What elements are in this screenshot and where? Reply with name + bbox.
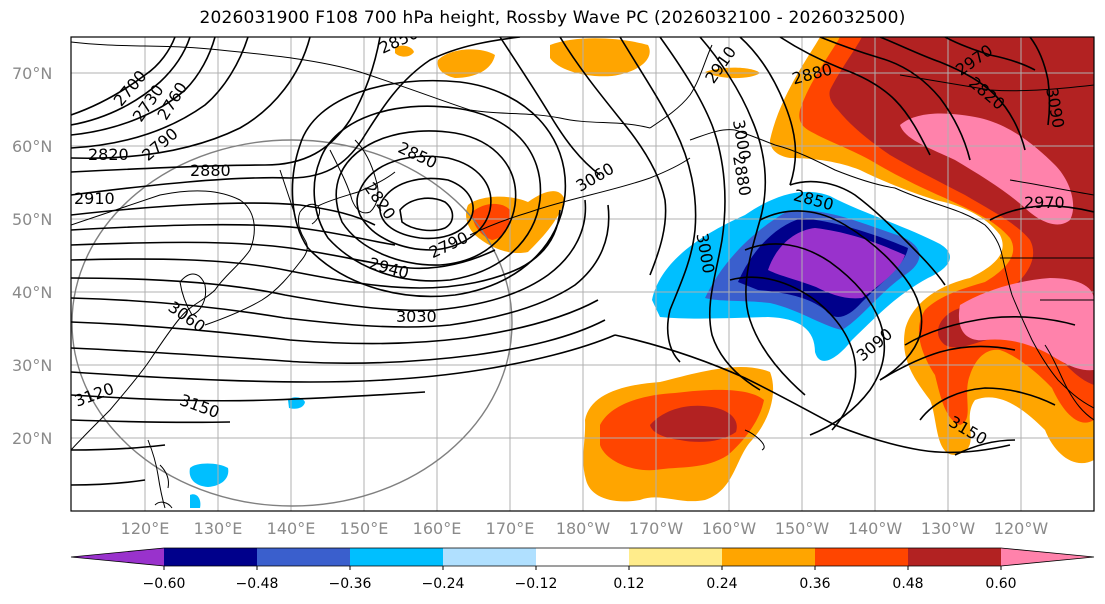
colorbar-tick-label: 0.60 bbox=[985, 576, 1016, 592]
map-frame bbox=[70, 36, 1095, 512]
lon-tick: 160°E bbox=[413, 519, 462, 538]
lat-tick: 50°N bbox=[12, 210, 52, 229]
contour-label: 2970 bbox=[1024, 193, 1065, 212]
contour-label: 3030 bbox=[396, 307, 437, 326]
lon-tick: 130°E bbox=[194, 519, 243, 538]
colorbar-segment bbox=[629, 548, 722, 566]
positive-anomaly-subtropical bbox=[583, 366, 774, 502]
region-circle bbox=[71, 139, 513, 507]
colorbar-segment bbox=[350, 548, 443, 566]
negative-patch bbox=[288, 397, 305, 409]
contour-label: 2880 bbox=[190, 161, 231, 180]
colorbar-segment bbox=[815, 548, 908, 566]
positive-patch-arctic bbox=[550, 38, 650, 77]
colorbar-segment bbox=[71, 548, 164, 566]
lon-tick: 140°W bbox=[848, 519, 903, 538]
colorbar-tick-label: −0.60 bbox=[143, 576, 186, 592]
colorbar-tick-label: −0.12 bbox=[515, 576, 558, 592]
lat-tick: 20°N bbox=[12, 429, 52, 448]
contour-label: 2820 bbox=[88, 145, 129, 164]
colorbar-tick-label: −0.48 bbox=[236, 576, 279, 592]
negative-patch bbox=[189, 463, 229, 487]
lon-tick: 170°W bbox=[629, 519, 684, 538]
latitude-ticks: 70°N 60°N 50°N 40°N 30°N 20°N bbox=[12, 64, 52, 448]
colorbar-segment bbox=[908, 548, 1001, 566]
colorbar-segment bbox=[164, 548, 257, 566]
height-contours bbox=[71, 37, 1094, 486]
longitude-ticks: 120°E 130°E 140°E 150°E 160°E 170°E 180°… bbox=[121, 519, 1049, 538]
lon-tick: 150°E bbox=[340, 519, 389, 538]
graticule bbox=[71, 37, 1094, 511]
lon-tick: 130°W bbox=[921, 519, 976, 538]
colorbar-tick-label: 0.48 bbox=[892, 576, 923, 592]
lat-tick: 40°N bbox=[12, 283, 52, 302]
lon-tick: 120°E bbox=[121, 519, 170, 538]
lat-tick: 60°N bbox=[12, 137, 52, 156]
lon-tick: 180°W bbox=[556, 519, 611, 538]
colorbar-tick-label: 0.36 bbox=[799, 576, 830, 592]
map-title: 2026031900 F108 700 hPa height, Rossby W… bbox=[199, 8, 906, 28]
lon-tick: 170°E bbox=[486, 519, 535, 538]
contour-label: 2910 bbox=[74, 189, 115, 208]
negative-patch bbox=[190, 494, 201, 508]
colorbar-segment bbox=[257, 548, 350, 566]
colorbar: −0.60 −0.48 −0.36 −0.24 −0.12 0.12 0.24 0.36 0.4… bbox=[70, 547, 1095, 592]
lon-tick: 140°E bbox=[267, 519, 316, 538]
colorbar-tick-label: 0.24 bbox=[706, 576, 737, 592]
lat-tick: 70°N bbox=[12, 64, 52, 83]
colorbar-segments bbox=[70, 547, 1095, 567]
colorbar-segment bbox=[536, 548, 629, 566]
colorbar-segment bbox=[722, 548, 815, 566]
lon-tick: 150°W bbox=[775, 519, 830, 538]
colorbar-ticks: −0.60 −0.48 −0.36 −0.24 −0.12 0.12 0.24 0.36 0.4… bbox=[143, 566, 1017, 592]
positive-patch-arctic bbox=[437, 49, 495, 78]
colorbar-segment bbox=[1001, 548, 1094, 566]
lon-tick: 160°W bbox=[702, 519, 757, 538]
lon-tick: 120°W bbox=[994, 519, 1049, 538]
colorbar-tick-label: −0.36 bbox=[329, 576, 372, 592]
positive-patch-arctic bbox=[395, 45, 414, 57]
map-panel: 2700 2730 2760 2790 2820 2850 2880 2910 … bbox=[71, 37, 1094, 511]
colorbar-segment bbox=[443, 548, 536, 566]
lat-tick: 30°N bbox=[12, 356, 52, 375]
colorbar-tick-label: 0.12 bbox=[613, 576, 644, 592]
colorbar-tick-label: −0.24 bbox=[422, 576, 465, 592]
